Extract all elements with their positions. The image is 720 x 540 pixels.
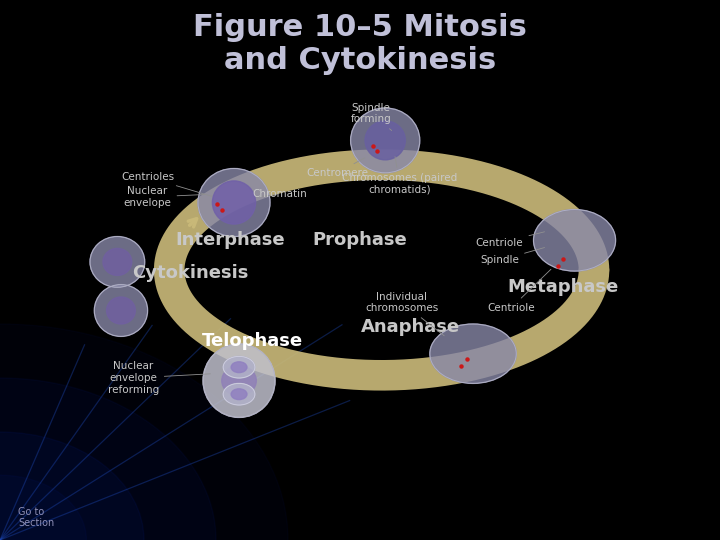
- Text: Telophase: Telophase: [202, 332, 302, 350]
- Text: Nuclear
envelope
reforming: Nuclear envelope reforming: [107, 361, 210, 395]
- Text: Chromosomes (paired
chromatids): Chromosomes (paired chromatids): [342, 157, 457, 194]
- Text: Individual
chromosomes: Individual chromosomes: [365, 292, 444, 336]
- Ellipse shape: [103, 248, 132, 275]
- Ellipse shape: [198, 168, 270, 237]
- Text: Metaphase: Metaphase: [508, 278, 618, 296]
- Ellipse shape: [212, 181, 256, 224]
- Circle shape: [0, 378, 216, 540]
- Ellipse shape: [365, 121, 405, 160]
- Text: Spindle: Spindle: [480, 247, 544, 265]
- Text: Spindle
forming: Spindle forming: [351, 103, 392, 131]
- Ellipse shape: [222, 366, 256, 396]
- Text: Figure 10–5 Mitosis
and Cytokinesis: Figure 10–5 Mitosis and Cytokinesis: [193, 14, 527, 75]
- Circle shape: [0, 475, 86, 540]
- Ellipse shape: [223, 383, 255, 405]
- Ellipse shape: [223, 356, 255, 378]
- Text: Chromatin: Chromatin: [252, 190, 307, 199]
- Text: Centrioles: Centrioles: [121, 172, 212, 197]
- Ellipse shape: [231, 362, 247, 373]
- Circle shape: [0, 432, 144, 540]
- Ellipse shape: [90, 237, 145, 287]
- Text: Go to
Section: Go to Section: [18, 507, 54, 528]
- Text: Cytokinesis: Cytokinesis: [132, 264, 249, 282]
- Text: Centriole: Centriole: [487, 269, 551, 313]
- Ellipse shape: [107, 297, 135, 324]
- Text: Nuclear
envelope: Nuclear envelope: [124, 186, 204, 208]
- Ellipse shape: [231, 389, 247, 400]
- Text: Anaphase: Anaphase: [361, 318, 460, 336]
- Ellipse shape: [203, 344, 275, 417]
- Text: Interphase: Interphase: [176, 231, 285, 249]
- Ellipse shape: [534, 210, 616, 271]
- Ellipse shape: [430, 324, 516, 383]
- Text: Prophase: Prophase: [312, 231, 408, 249]
- Text: Centromere: Centromere: [306, 158, 368, 178]
- Ellipse shape: [94, 285, 148, 336]
- Ellipse shape: [351, 108, 420, 173]
- Text: Centriole: Centriole: [476, 232, 544, 248]
- Circle shape: [0, 324, 288, 540]
